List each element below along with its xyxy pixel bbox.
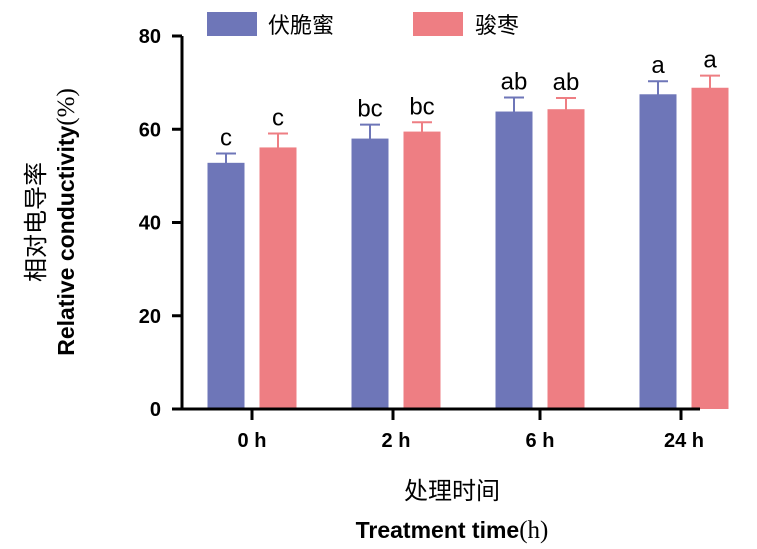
bar-series1-0-h <box>207 162 245 409</box>
x-tick-label-2-h: 2 h <box>382 430 411 452</box>
bar-series1-2-h <box>351 138 389 409</box>
x-tick-label-0-h: 0 h <box>238 430 267 452</box>
significance-label: a <box>651 52 665 79</box>
legend-label-junzao: 骏枣 <box>475 14 519 39</box>
x-axis-ticks: 0 h 2 h 6 h 24 h <box>238 409 704 452</box>
y-tick-label: 0 <box>150 399 161 421</box>
bar-series1-6-h <box>495 111 533 409</box>
y-tick-label: 40 <box>139 213 161 235</box>
y-axis-title-en: Relative conductivity(%) <box>53 88 80 356</box>
significance-label: bc <box>357 96 382 123</box>
bar-series2-0-h <box>259 147 297 409</box>
legend-swatch-fucuimi <box>207 12 257 36</box>
significance-label: c <box>220 124 232 151</box>
y-axis-title-cn: 相对电导率 <box>22 162 50 282</box>
significance-label: bc <box>409 93 434 120</box>
y-tick-label: 20 <box>139 306 161 328</box>
x-tick-label-24-h: 24 h <box>664 430 704 452</box>
y-tick-label: 60 <box>139 119 161 141</box>
x-axis-title-cn: 处理时间 <box>404 477 500 505</box>
y-tick-label: 80 <box>139 26 161 48</box>
y-axis-title: 相对电导率 Relative conductivity(%) <box>22 88 80 356</box>
bar-series2-6-h <box>547 109 585 410</box>
x-axis-title-en: Treatment time(h) <box>356 517 549 544</box>
bar-series2-2-h <box>403 131 441 410</box>
x-tick-label-6-h: 6 h <box>526 430 555 452</box>
legend-swatch-junzao <box>413 12 463 36</box>
bar-series2-24-h <box>691 87 729 409</box>
bar-series1-24-h <box>639 94 677 409</box>
y-axis-ticks: 0 20 40 60 80 <box>139 26 182 421</box>
significance-label: c <box>272 104 284 131</box>
legend: 伏脆蜜 骏枣 <box>207 12 519 39</box>
significance-label: ab <box>501 69 528 96</box>
significance-label: a <box>703 47 717 74</box>
legend-label-fucuimi: 伏脆蜜 <box>268 14 334 39</box>
plot-area: c c bc bc ab ab a a <box>207 47 729 410</box>
significance-label: ab <box>553 69 580 96</box>
